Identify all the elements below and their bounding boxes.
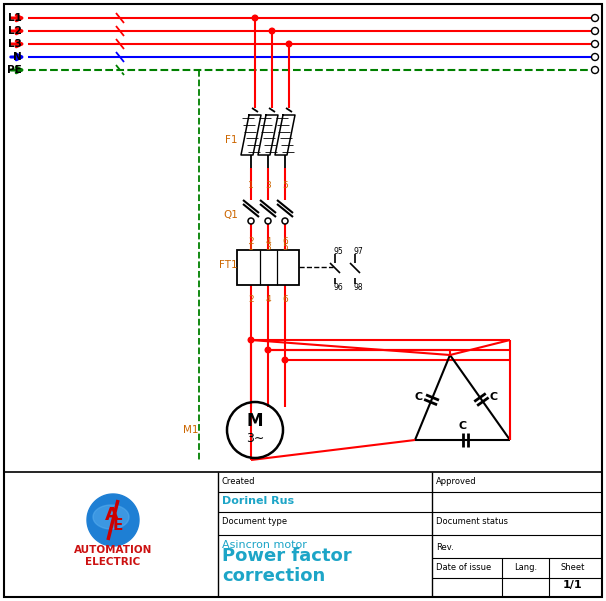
Text: 98: 98 xyxy=(353,282,362,291)
Text: 3: 3 xyxy=(265,180,271,189)
Circle shape xyxy=(286,41,292,47)
Text: Lang.: Lang. xyxy=(514,564,538,573)
Text: AUTOMATION: AUTOMATION xyxy=(74,545,152,555)
Text: 1: 1 xyxy=(248,180,254,189)
Text: Sheet: Sheet xyxy=(561,564,585,573)
Text: Asincron motor: Asincron motor xyxy=(222,540,307,550)
Text: L1: L1 xyxy=(8,13,22,23)
Text: M1: M1 xyxy=(182,425,198,435)
Bar xyxy=(237,250,299,285)
Text: 3: 3 xyxy=(265,243,271,252)
Text: 4: 4 xyxy=(265,237,271,245)
Circle shape xyxy=(252,15,258,21)
Text: Power factor
correction: Power factor correction xyxy=(222,546,351,585)
Text: M: M xyxy=(247,412,263,430)
Text: 3∼: 3∼ xyxy=(246,433,264,445)
Text: C: C xyxy=(490,392,498,403)
Text: Approved: Approved xyxy=(436,478,477,486)
Text: 1: 1 xyxy=(248,243,254,252)
Text: 4: 4 xyxy=(265,296,271,305)
Polygon shape xyxy=(87,494,139,546)
Text: FT1: FT1 xyxy=(219,260,238,270)
Text: Dorinel Rus: Dorinel Rus xyxy=(222,496,294,506)
Circle shape xyxy=(265,347,271,353)
Circle shape xyxy=(282,357,288,363)
Text: 2: 2 xyxy=(248,237,254,245)
Text: C: C xyxy=(458,421,467,431)
Text: 1/1: 1/1 xyxy=(563,580,583,590)
Text: Document type: Document type xyxy=(222,516,287,525)
Text: N: N xyxy=(13,52,22,62)
Text: Date of issue: Date of issue xyxy=(436,564,491,573)
Text: PE: PE xyxy=(7,65,22,75)
Text: Document status: Document status xyxy=(436,516,508,525)
Text: E: E xyxy=(113,517,123,532)
Bar xyxy=(4,472,602,597)
Circle shape xyxy=(248,337,254,343)
Text: F1: F1 xyxy=(225,135,238,145)
Text: 5: 5 xyxy=(282,243,288,252)
Text: ELECTRIC: ELECTRIC xyxy=(85,557,141,567)
Text: 6: 6 xyxy=(282,237,288,245)
Text: 5: 5 xyxy=(282,180,288,189)
Text: L3: L3 xyxy=(8,39,22,49)
Text: A: A xyxy=(105,506,119,524)
Circle shape xyxy=(269,28,275,34)
Text: 96: 96 xyxy=(333,282,343,291)
Text: 6: 6 xyxy=(282,296,288,305)
Polygon shape xyxy=(93,505,129,529)
Text: 95: 95 xyxy=(333,246,343,255)
Text: Rev.: Rev. xyxy=(436,543,454,552)
Text: 2: 2 xyxy=(248,296,254,305)
Text: L2: L2 xyxy=(8,26,22,36)
Text: Created: Created xyxy=(222,478,256,486)
Text: Q1: Q1 xyxy=(223,210,238,220)
Text: 97: 97 xyxy=(353,246,363,255)
Text: C: C xyxy=(415,392,422,403)
